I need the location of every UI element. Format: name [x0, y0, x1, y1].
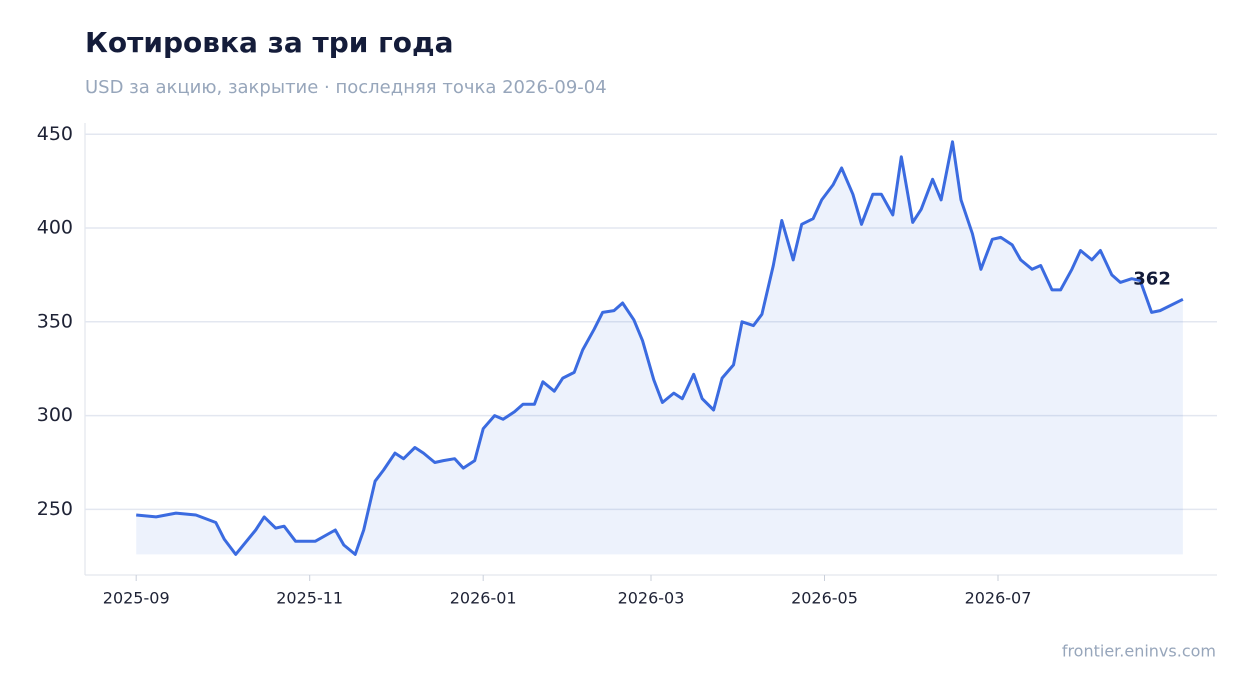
source: frontier.eninvs.com [1062, 642, 1216, 661]
y-tick-label: 250 [37, 498, 73, 520]
last-value-label: 362 [1133, 268, 1171, 289]
x-tick-label: 2025-11 [276, 589, 343, 608]
chart-title: Котировка за три года [85, 26, 454, 59]
y-tick-label: 400 [37, 217, 73, 239]
chart-subtitle: USD за акцию, закрытие · последняя точка… [85, 77, 607, 98]
line [136, 140, 1184, 556]
x-tick-label: 2025-09 [103, 589, 170, 608]
x-tick-label: 2026-05 [791, 589, 858, 608]
y-tick-label: 350 [37, 310, 73, 332]
area [136, 141, 1183, 555]
y-tick-label: 300 [37, 404, 73, 426]
x-tick-label: 2026-07 [965, 589, 1032, 608]
x-tick-label: 2026-01 [450, 589, 517, 608]
y-tick-label: 450 [37, 123, 73, 145]
x-tick-label: 2026-03 [618, 589, 685, 608]
